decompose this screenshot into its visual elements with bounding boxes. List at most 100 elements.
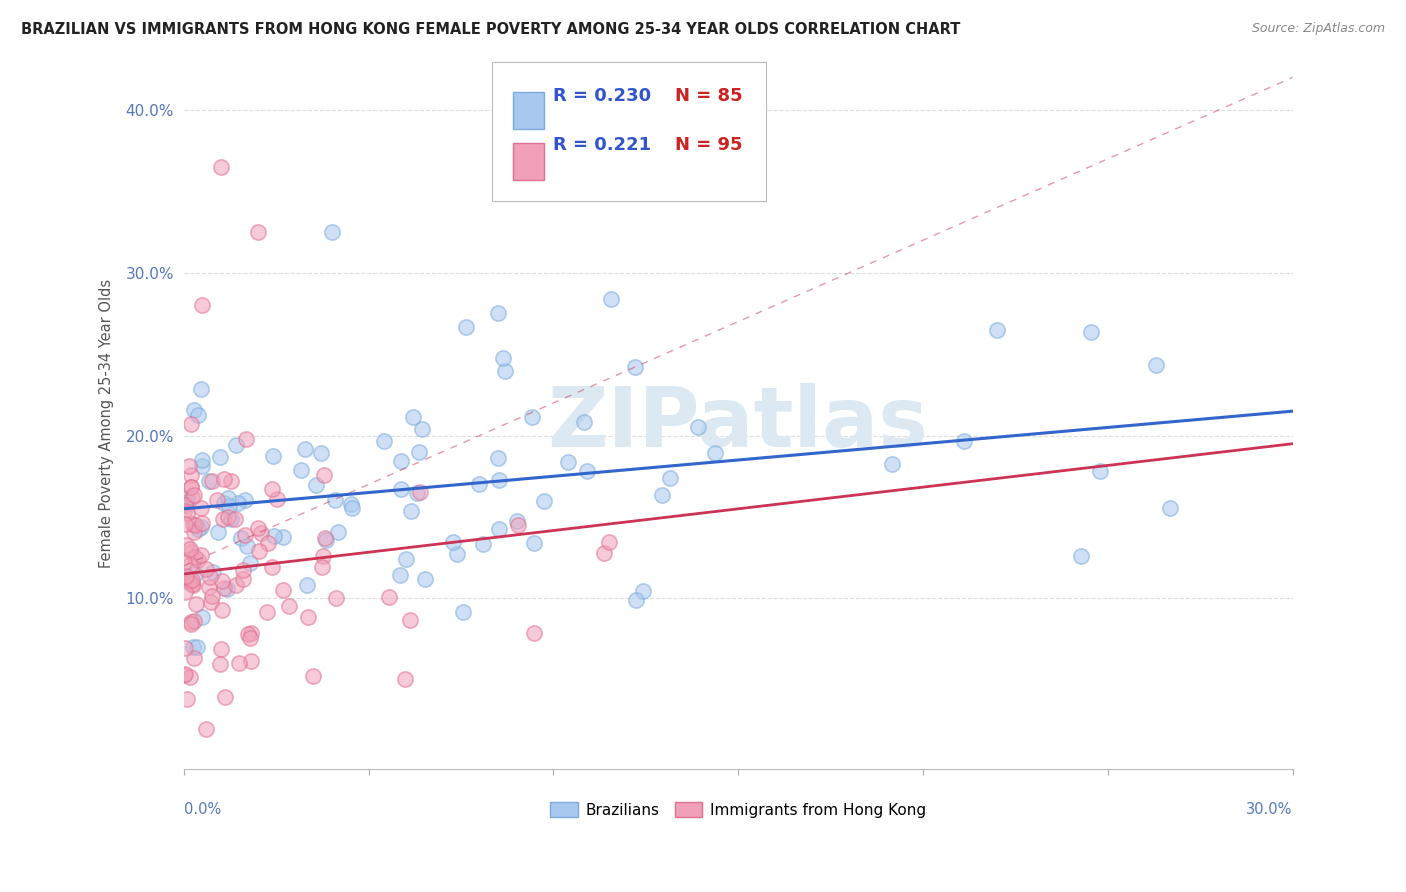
Point	[183, 650, 205, 665]
Point	[631, 584, 654, 599]
Point	[181, 517, 204, 532]
Point	[247, 544, 270, 558]
Point	[266, 491, 288, 506]
Point	[200, 595, 222, 609]
Point	[415, 572, 437, 586]
Point	[191, 298, 214, 312]
Point	[183, 525, 205, 540]
Point	[179, 558, 201, 572]
Point	[217, 582, 239, 596]
Point	[229, 531, 252, 545]
Point	[174, 640, 197, 655]
Point	[451, 605, 474, 619]
Point	[882, 457, 904, 471]
Point	[1159, 501, 1181, 516]
Text: R = 0.230: R = 0.230	[553, 87, 651, 104]
Point	[406, 485, 429, 500]
Point	[409, 485, 432, 500]
Point	[492, 351, 515, 366]
Point	[184, 566, 207, 581]
Point	[325, 591, 347, 605]
Point	[174, 498, 197, 512]
Point	[314, 531, 336, 545]
Point	[395, 552, 418, 566]
Point	[256, 536, 278, 550]
Point	[173, 668, 195, 682]
Point	[378, 590, 401, 604]
Point	[180, 480, 202, 494]
Point	[520, 409, 543, 424]
Point	[315, 533, 337, 547]
Point	[174, 569, 197, 583]
Text: R = 0.221: R = 0.221	[553, 136, 651, 153]
Point	[183, 615, 205, 629]
Point	[523, 626, 546, 640]
Point	[180, 615, 202, 629]
Point	[373, 434, 395, 449]
Point	[183, 403, 205, 417]
Point	[233, 528, 256, 542]
Point	[181, 574, 204, 588]
Point	[217, 510, 239, 524]
Point	[593, 546, 616, 560]
Point	[235, 539, 257, 553]
Point	[651, 488, 673, 502]
Text: BRAZILIAN VS IMMIGRANTS FROM HONG KONG FEMALE POVERTY AMONG 25-34 YEAR OLDS CORR: BRAZILIAN VS IMMIGRANTS FROM HONG KONG F…	[21, 22, 960, 37]
Point	[599, 292, 621, 306]
Point	[271, 582, 294, 597]
Point	[572, 415, 595, 429]
Point	[173, 503, 195, 517]
Point	[986, 323, 1008, 337]
Point	[226, 496, 249, 510]
Text: 30.0%: 30.0%	[1246, 802, 1292, 817]
Point	[249, 526, 271, 541]
Point	[212, 495, 235, 509]
Point	[183, 488, 205, 502]
Point	[323, 492, 346, 507]
Point	[278, 599, 301, 613]
Point	[239, 631, 262, 645]
Point	[408, 445, 430, 459]
Point	[177, 458, 200, 473]
Point	[181, 578, 204, 592]
Point	[488, 473, 510, 487]
Point	[181, 640, 204, 655]
Point	[401, 504, 423, 518]
Point	[190, 519, 212, 533]
Point	[176, 692, 198, 706]
Point	[598, 535, 620, 549]
Point	[180, 577, 202, 591]
Point	[454, 320, 477, 334]
Point	[1070, 549, 1092, 563]
Point	[233, 492, 256, 507]
Point	[1144, 358, 1167, 372]
Point	[309, 446, 332, 460]
Point	[506, 518, 529, 533]
Point	[180, 480, 202, 494]
Y-axis label: Female Poverty Among 25-34 Year Olds: Female Poverty Among 25-34 Year Olds	[100, 279, 114, 568]
Point	[180, 467, 202, 482]
Point	[201, 589, 224, 603]
Point	[232, 563, 254, 577]
Point	[686, 420, 709, 434]
Point	[441, 535, 464, 549]
Point	[294, 442, 316, 456]
Point	[260, 483, 283, 497]
Point	[321, 225, 343, 239]
Point	[624, 593, 647, 607]
Point	[212, 472, 235, 486]
Point	[659, 471, 682, 485]
Text: 0.0%: 0.0%	[184, 802, 221, 817]
Point	[240, 625, 263, 640]
Point	[305, 478, 328, 492]
Point	[186, 640, 208, 655]
Point	[256, 605, 278, 619]
Point	[394, 673, 416, 687]
Point	[176, 538, 198, 552]
Point	[246, 521, 269, 535]
Point	[224, 512, 246, 526]
Point	[179, 670, 201, 684]
Point	[703, 445, 725, 459]
Point	[389, 454, 412, 468]
Point	[209, 657, 232, 672]
